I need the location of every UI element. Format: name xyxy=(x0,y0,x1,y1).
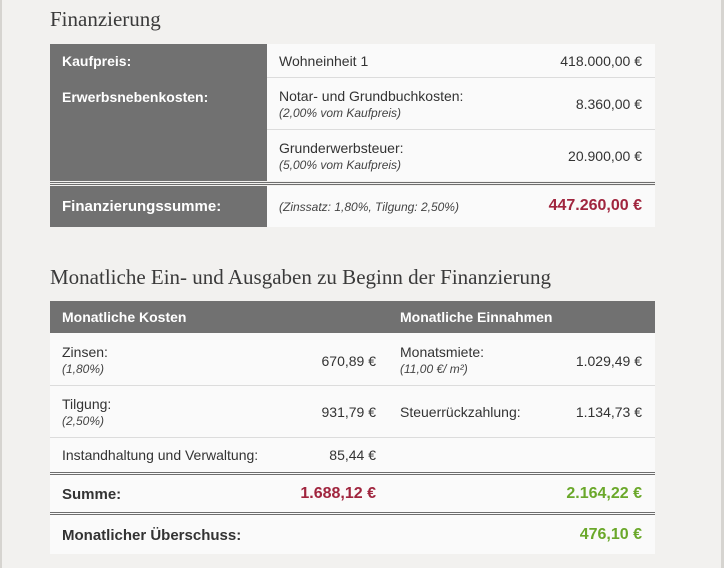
costs-sum: 1.688,12 € xyxy=(300,485,376,502)
rent-amount: 1.029,49 € xyxy=(575,353,642,369)
tax-refund-amount: 1.134,73 € xyxy=(575,404,642,420)
surplus-label: Monatlicher Überschuss: xyxy=(62,527,242,544)
land-tax-desc: Grunderwerbsteuer: xyxy=(279,140,404,156)
income-header: Monatliche Einnahmen xyxy=(400,309,553,325)
notary-amount: 8.360,00 € xyxy=(575,96,642,112)
page-edge-right xyxy=(721,0,724,568)
financing-label-column: Kaufpreis: Erwerbsnebenkosten: xyxy=(50,44,267,181)
land-tax-amount: 20.900,00 € xyxy=(568,148,642,164)
repayment-label: Tilgung: xyxy=(62,396,112,412)
unit-desc: Wohneinheit 1 xyxy=(279,53,369,69)
financing-sum-value-cell: (Zinssatz: 1,80%, Tilgung: 2,50%) 447.26… xyxy=(267,186,655,227)
financing-table: Kaufpreis: Erwerbsnebenkosten: Wohneinhe… xyxy=(50,44,655,227)
interest-amount: 670,89 € xyxy=(321,353,377,369)
purchase-price-label: Kaufpreis: xyxy=(62,53,132,69)
rent-note: (11,00 €/ m²) xyxy=(400,362,468,376)
notary-row: Notar- und Grundbuchkosten: (2,00% vom K… xyxy=(267,78,655,130)
income-sum: 2.164,22 € xyxy=(566,485,642,502)
monthly-table-header: Monatliche Kosten Monatliche Einnahmen xyxy=(50,301,655,333)
row-divider xyxy=(50,385,655,386)
sum-divider xyxy=(50,472,655,475)
costs-header: Monatliche Kosten xyxy=(62,309,187,325)
monthly-table: Monatliche Kosten Monatliche Einnahmen Z… xyxy=(50,301,655,554)
surplus-divider xyxy=(50,512,655,515)
financing-heading: Finanzierung xyxy=(50,7,161,31)
notary-note: (2,00% vom Kaufpreis) xyxy=(279,106,402,120)
row-divider xyxy=(50,437,655,438)
repayment-amount: 931,79 € xyxy=(321,404,377,420)
financing-divider xyxy=(50,182,655,185)
financing-value-column: Wohneinheit 1 418.000,00 € Notar- und Gr… xyxy=(267,44,655,181)
financing-sum-label: Finanzierungssumme: xyxy=(62,198,222,215)
maintenance-amount: 85,44 € xyxy=(329,447,376,463)
interest-note: (1,80%) xyxy=(62,362,105,376)
tax-refund-label: Steuerrückzahlung: xyxy=(400,404,521,420)
rent-label: Monatsmiete: xyxy=(400,344,485,360)
side-costs-label: Erwerbsnebenkosten: xyxy=(62,89,209,105)
surplus-amount: 476,10 € xyxy=(579,526,642,543)
financing-sum-amount: 447.260,00 € xyxy=(548,197,642,214)
interest-label: Zinsen: xyxy=(62,344,108,360)
notary-desc: Notar- und Grundbuchkosten: xyxy=(279,88,464,104)
financing-sum-note: (Zinssatz: 1,80%, Tilgung: 2,50%) xyxy=(279,200,459,214)
unit-row: Wohneinheit 1 418.000,00 € xyxy=(267,44,655,78)
page-edge-left xyxy=(0,0,2,568)
financing-sum-label-cell: Finanzierungssumme: xyxy=(50,186,267,227)
sum-label: Summe: xyxy=(62,486,122,503)
maintenance-label: Instandhaltung und Verwaltung: xyxy=(62,447,259,463)
unit-amount: 418.000,00 € xyxy=(560,53,642,69)
land-tax-row: Grunderwerbsteuer: (5,00% vom Kaufpreis)… xyxy=(267,130,655,181)
repayment-note: (2,50%) xyxy=(62,414,105,428)
land-tax-note: (5,00% vom Kaufpreis) xyxy=(279,158,402,172)
monthly-heading: Monatliche Ein- und Ausgaben zu Beginn d… xyxy=(50,265,551,289)
